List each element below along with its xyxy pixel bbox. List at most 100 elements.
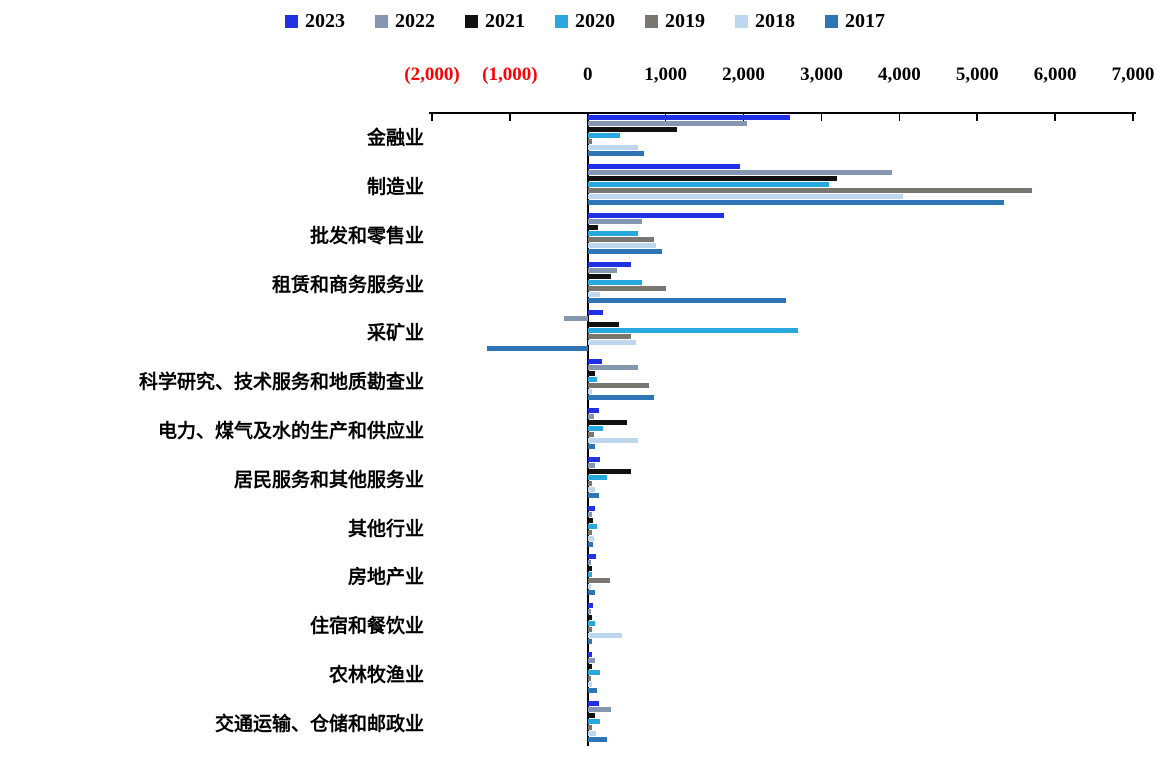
axis-tick-label: (2,000) [404,64,460,85]
bar-2021 [587,127,678,133]
legend-item: 2018 [735,10,795,33]
bar-2017 [587,541,594,547]
bar-2020 [587,718,601,724]
bar-2022 [587,170,892,176]
bar-2023 [587,359,602,365]
bar-2017 [587,492,599,498]
axis-tick-mark [431,112,433,121]
bar-2022 [587,365,639,371]
bar-2019 [587,188,1032,194]
bar-2019 [587,285,666,291]
legend-label: 2019 [665,10,705,32]
bar-2023 [587,554,597,560]
legend-swatch-icon [375,15,388,28]
legend-item: 2021 [465,10,525,33]
axis-tick-label: 5,000 [955,64,999,85]
bar-2020 [587,669,601,675]
bar-2018 [587,145,639,151]
legend-item: 2022 [375,10,435,33]
axis-tick-mark [976,112,978,121]
bar-2021 [587,468,631,474]
category-label: 住宿和餐饮业 [309,616,424,638]
bar-2017 [587,590,595,596]
axis-tick-label: 6,000 [1033,64,1077,85]
bar-2022 [587,511,593,517]
category-label: 其他行业 [347,518,424,540]
axis-tick-mark [898,112,901,121]
legend-swatch-icon [735,15,748,28]
category-label: 科学研究、技术服务和地质勘查业 [138,372,424,394]
bar-2018 [587,438,639,443]
legend-label: 2017 [845,10,885,32]
bar-2023 [587,115,791,121]
bar-2021 [587,322,619,328]
bar-2017 [587,444,595,449]
bar-2022 [587,462,595,468]
bar-2023 [587,603,594,609]
bar-2022 [587,706,612,712]
bar-2023 [587,700,599,706]
bar-2021 [587,224,598,230]
category-label: 租赁和商务服务业 [271,274,424,296]
axis-tick-label: 1,000 [644,64,688,85]
bar-2021 [587,176,837,182]
legend-item: 2023 [285,10,345,33]
bar-2018 [587,486,595,492]
bar-2021 [587,566,592,572]
bar-2018 [587,291,601,297]
legend-item: 2019 [645,10,705,33]
axis-tick-label: 4,000 [877,64,921,85]
bar-2017 [587,200,1005,206]
bar-2023 [587,505,595,511]
legend-swatch-icon [555,15,568,28]
bar-2018 [587,389,593,395]
legend-swatch-icon [645,15,658,28]
bar-2021 [587,615,593,621]
bar-2019 [587,627,593,633]
axis-tick-mark [509,112,511,121]
legend-label: 2022 [395,10,435,32]
bar-2017 [587,151,644,157]
bar-2019 [587,236,654,242]
chart-legend: 2023 2022 2021 2020 2019 2018 2017 [0,10,1170,33]
axis-tick-mark [1132,112,1134,121]
bar-2020 [587,523,598,529]
bar-2021 [587,273,612,279]
category-label: 制造业 [366,177,424,199]
bar-2020 [587,621,595,627]
bar-2023 [587,261,631,267]
category-label: 居民服务和其他服务业 [233,469,424,491]
bar-2018 [587,633,623,639]
legend-swatch-icon [825,15,838,28]
category-label: 金融业 [366,128,424,150]
category-label: 批发和零售业 [309,225,424,247]
bar-2020 [587,328,799,334]
legend-item: 2020 [555,10,615,33]
bar-2019 [587,432,594,437]
bar-2022 [587,414,594,419]
bar-2020 [587,426,604,431]
bar-2023 [587,212,725,218]
bar-2022 [587,657,595,663]
bar-2021 [587,712,595,718]
bar-2018 [587,584,591,590]
top-axis-line [429,112,1136,114]
bar-2017 [587,736,608,742]
legend-swatch-icon [465,15,478,28]
bar-2021 [587,371,595,377]
bar-2023 [587,651,593,657]
axis-tick-label: (1,000) [482,64,538,85]
bar-2019 [587,675,591,681]
bar-2022 [587,560,591,566]
bar-2019 [587,334,631,340]
bar-2018 [587,730,597,736]
axis-tick-label: 3,000 [800,64,843,85]
bar-2019 [587,724,593,730]
bar-2017 [587,687,598,693]
bar-2022 [587,609,591,615]
bar-2022 [587,218,643,224]
bar-2017 [587,297,787,303]
bar-2020 [587,279,643,285]
bar-2020 [587,377,598,383]
